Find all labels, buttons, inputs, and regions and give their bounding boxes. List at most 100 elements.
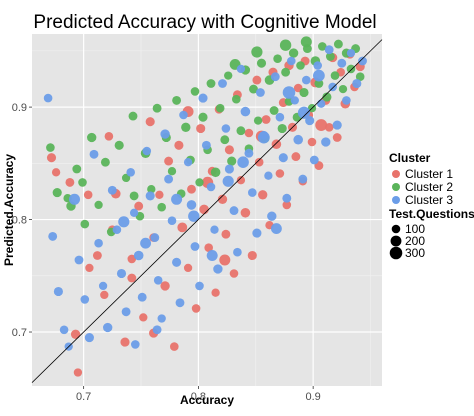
data-point-cluster-2 bbox=[87, 132, 97, 143]
data-point-cluster-2 bbox=[181, 122, 191, 132]
data-point-cluster-3 bbox=[358, 56, 367, 66]
data-point-cluster-3 bbox=[59, 325, 69, 335]
legend-key-cluster-3 bbox=[392, 196, 400, 204]
data-point-cluster-2 bbox=[78, 178, 87, 187]
data-point-cluster-2 bbox=[330, 71, 340, 80]
data-point-cluster-1 bbox=[332, 133, 342, 142]
data-point-cluster-1 bbox=[324, 123, 334, 132]
legend-label-cluster-2: Cluster 2 bbox=[405, 180, 453, 194]
data-point-cluster-3 bbox=[275, 112, 285, 122]
data-point-cluster-3 bbox=[89, 149, 99, 159]
data-point-cluster-1 bbox=[254, 157, 264, 167]
data-point-cluster-3 bbox=[264, 171, 273, 180]
data-point-cluster-3 bbox=[167, 216, 177, 225]
data-point-cluster-1 bbox=[221, 229, 231, 239]
data-point-cluster-1 bbox=[199, 204, 209, 215]
data-point-cluster-3 bbox=[290, 96, 299, 105]
data-point-cluster-1 bbox=[104, 132, 114, 141]
data-point-cluster-3 bbox=[164, 174, 174, 184]
data-point-cluster-3 bbox=[201, 140, 211, 150]
data-point-cluster-3 bbox=[53, 286, 63, 297]
data-point-cluster-3 bbox=[213, 264, 223, 274]
data-point-cluster-3 bbox=[317, 99, 326, 108]
data-point-cluster-2 bbox=[273, 54, 282, 63]
data-point-cluster-2 bbox=[100, 157, 110, 167]
data-point-cluster-3 bbox=[140, 237, 152, 249]
data-point-cluster-3 bbox=[206, 182, 216, 192]
data-point-cluster-3 bbox=[107, 185, 117, 195]
data-point-cluster-2 bbox=[121, 173, 131, 183]
data-point-cluster-1 bbox=[187, 184, 196, 194]
data-point-cluster-3 bbox=[302, 75, 311, 85]
data-point-cluster-1 bbox=[229, 269, 239, 278]
data-point-cluster-3 bbox=[43, 93, 53, 103]
data-point-cluster-3 bbox=[142, 146, 152, 156]
data-point-cluster-3 bbox=[175, 298, 185, 308]
data-point-cluster-2 bbox=[256, 58, 267, 68]
size-legend-label-200: 200 bbox=[405, 234, 425, 248]
legend-key-cluster-2 bbox=[392, 183, 400, 191]
data-point-cluster-3 bbox=[337, 58, 347, 68]
data-point-cluster-1 bbox=[170, 342, 179, 351]
data-point-cluster-3 bbox=[152, 325, 162, 335]
data-point-cluster-1 bbox=[275, 169, 285, 178]
data-point-cluster-1 bbox=[252, 75, 262, 85]
data-point-cluster-1 bbox=[307, 137, 317, 147]
data-point-cluster-1 bbox=[127, 254, 137, 264]
chart-title: Predicted Accuracy with Cognitive Model bbox=[33, 12, 376, 33]
data-point-cluster-1 bbox=[191, 304, 201, 313]
data-point-cluster-2 bbox=[296, 61, 305, 70]
data-point-cluster-1 bbox=[196, 123, 206, 134]
data-point-cluster-3 bbox=[297, 106, 311, 119]
data-point-cluster-3 bbox=[145, 191, 155, 201]
y-tick-label: 0.9 bbox=[12, 102, 27, 114]
data-point-cluster-3 bbox=[229, 206, 239, 216]
data-point-cluster-3 bbox=[237, 156, 249, 168]
data-point-cluster-2 bbox=[147, 185, 156, 194]
data-point-cluster-1 bbox=[217, 194, 228, 204]
data-point-cluster-3 bbox=[267, 211, 277, 221]
data-point-cluster-3 bbox=[293, 134, 303, 145]
data-point-cluster-3 bbox=[282, 86, 296, 99]
data-point-cluster-3 bbox=[129, 208, 139, 217]
size-legend-label-100: 100 bbox=[405, 222, 425, 236]
data-point-cluster-2 bbox=[299, 87, 309, 98]
data-point-cluster-2 bbox=[198, 112, 208, 122]
data-point-cluster-3 bbox=[171, 193, 183, 205]
data-point-cluster-2 bbox=[333, 39, 343, 49]
data-point-cluster-2 bbox=[220, 135, 230, 145]
data-point-cluster-1 bbox=[145, 117, 155, 127]
data-point-cluster-3 bbox=[248, 188, 257, 197]
data-point-cluster-3 bbox=[183, 158, 193, 167]
y-axis-ticks: 0.7 0.8 0.9 bbox=[12, 102, 32, 339]
x-tick-label: 0.9 bbox=[305, 391, 320, 403]
data-point-cluster-2 bbox=[128, 111, 138, 121]
data-point-cluster-1 bbox=[315, 119, 328, 132]
data-point-cluster-2 bbox=[322, 92, 332, 102]
data-point-cluster-3 bbox=[157, 314, 166, 323]
legend-key-cluster-1 bbox=[392, 170, 400, 178]
data-point-cluster-3 bbox=[137, 292, 147, 302]
data-point-cluster-1 bbox=[65, 177, 75, 187]
data-point-cluster-2 bbox=[314, 79, 324, 88]
data-point-cluster-3 bbox=[221, 124, 231, 133]
data-point-cluster-2 bbox=[210, 167, 221, 178]
size-legend-label-300: 300 bbox=[405, 246, 425, 260]
data-point-cluster-3 bbox=[298, 174, 308, 184]
color-legend-title: Cluster bbox=[389, 151, 431, 165]
data-point-cluster-1 bbox=[224, 145, 234, 155]
x-axis-title: Accuracy bbox=[180, 393, 234, 407]
data-point-cluster-1 bbox=[127, 273, 137, 283]
data-point-cluster-1 bbox=[240, 208, 251, 218]
data-point-cluster-1 bbox=[51, 168, 61, 177]
data-point-cluster-2 bbox=[129, 191, 139, 201]
data-point-cluster-3 bbox=[116, 268, 127, 279]
data-point-cluster-3 bbox=[328, 82, 338, 92]
data-point-cluster-3 bbox=[218, 79, 227, 88]
data-point-cluster-3 bbox=[324, 45, 334, 55]
data-point-cluster-1 bbox=[258, 190, 268, 200]
data-point-cluster-3 bbox=[126, 168, 135, 177]
data-point-cluster-2 bbox=[80, 219, 90, 229]
